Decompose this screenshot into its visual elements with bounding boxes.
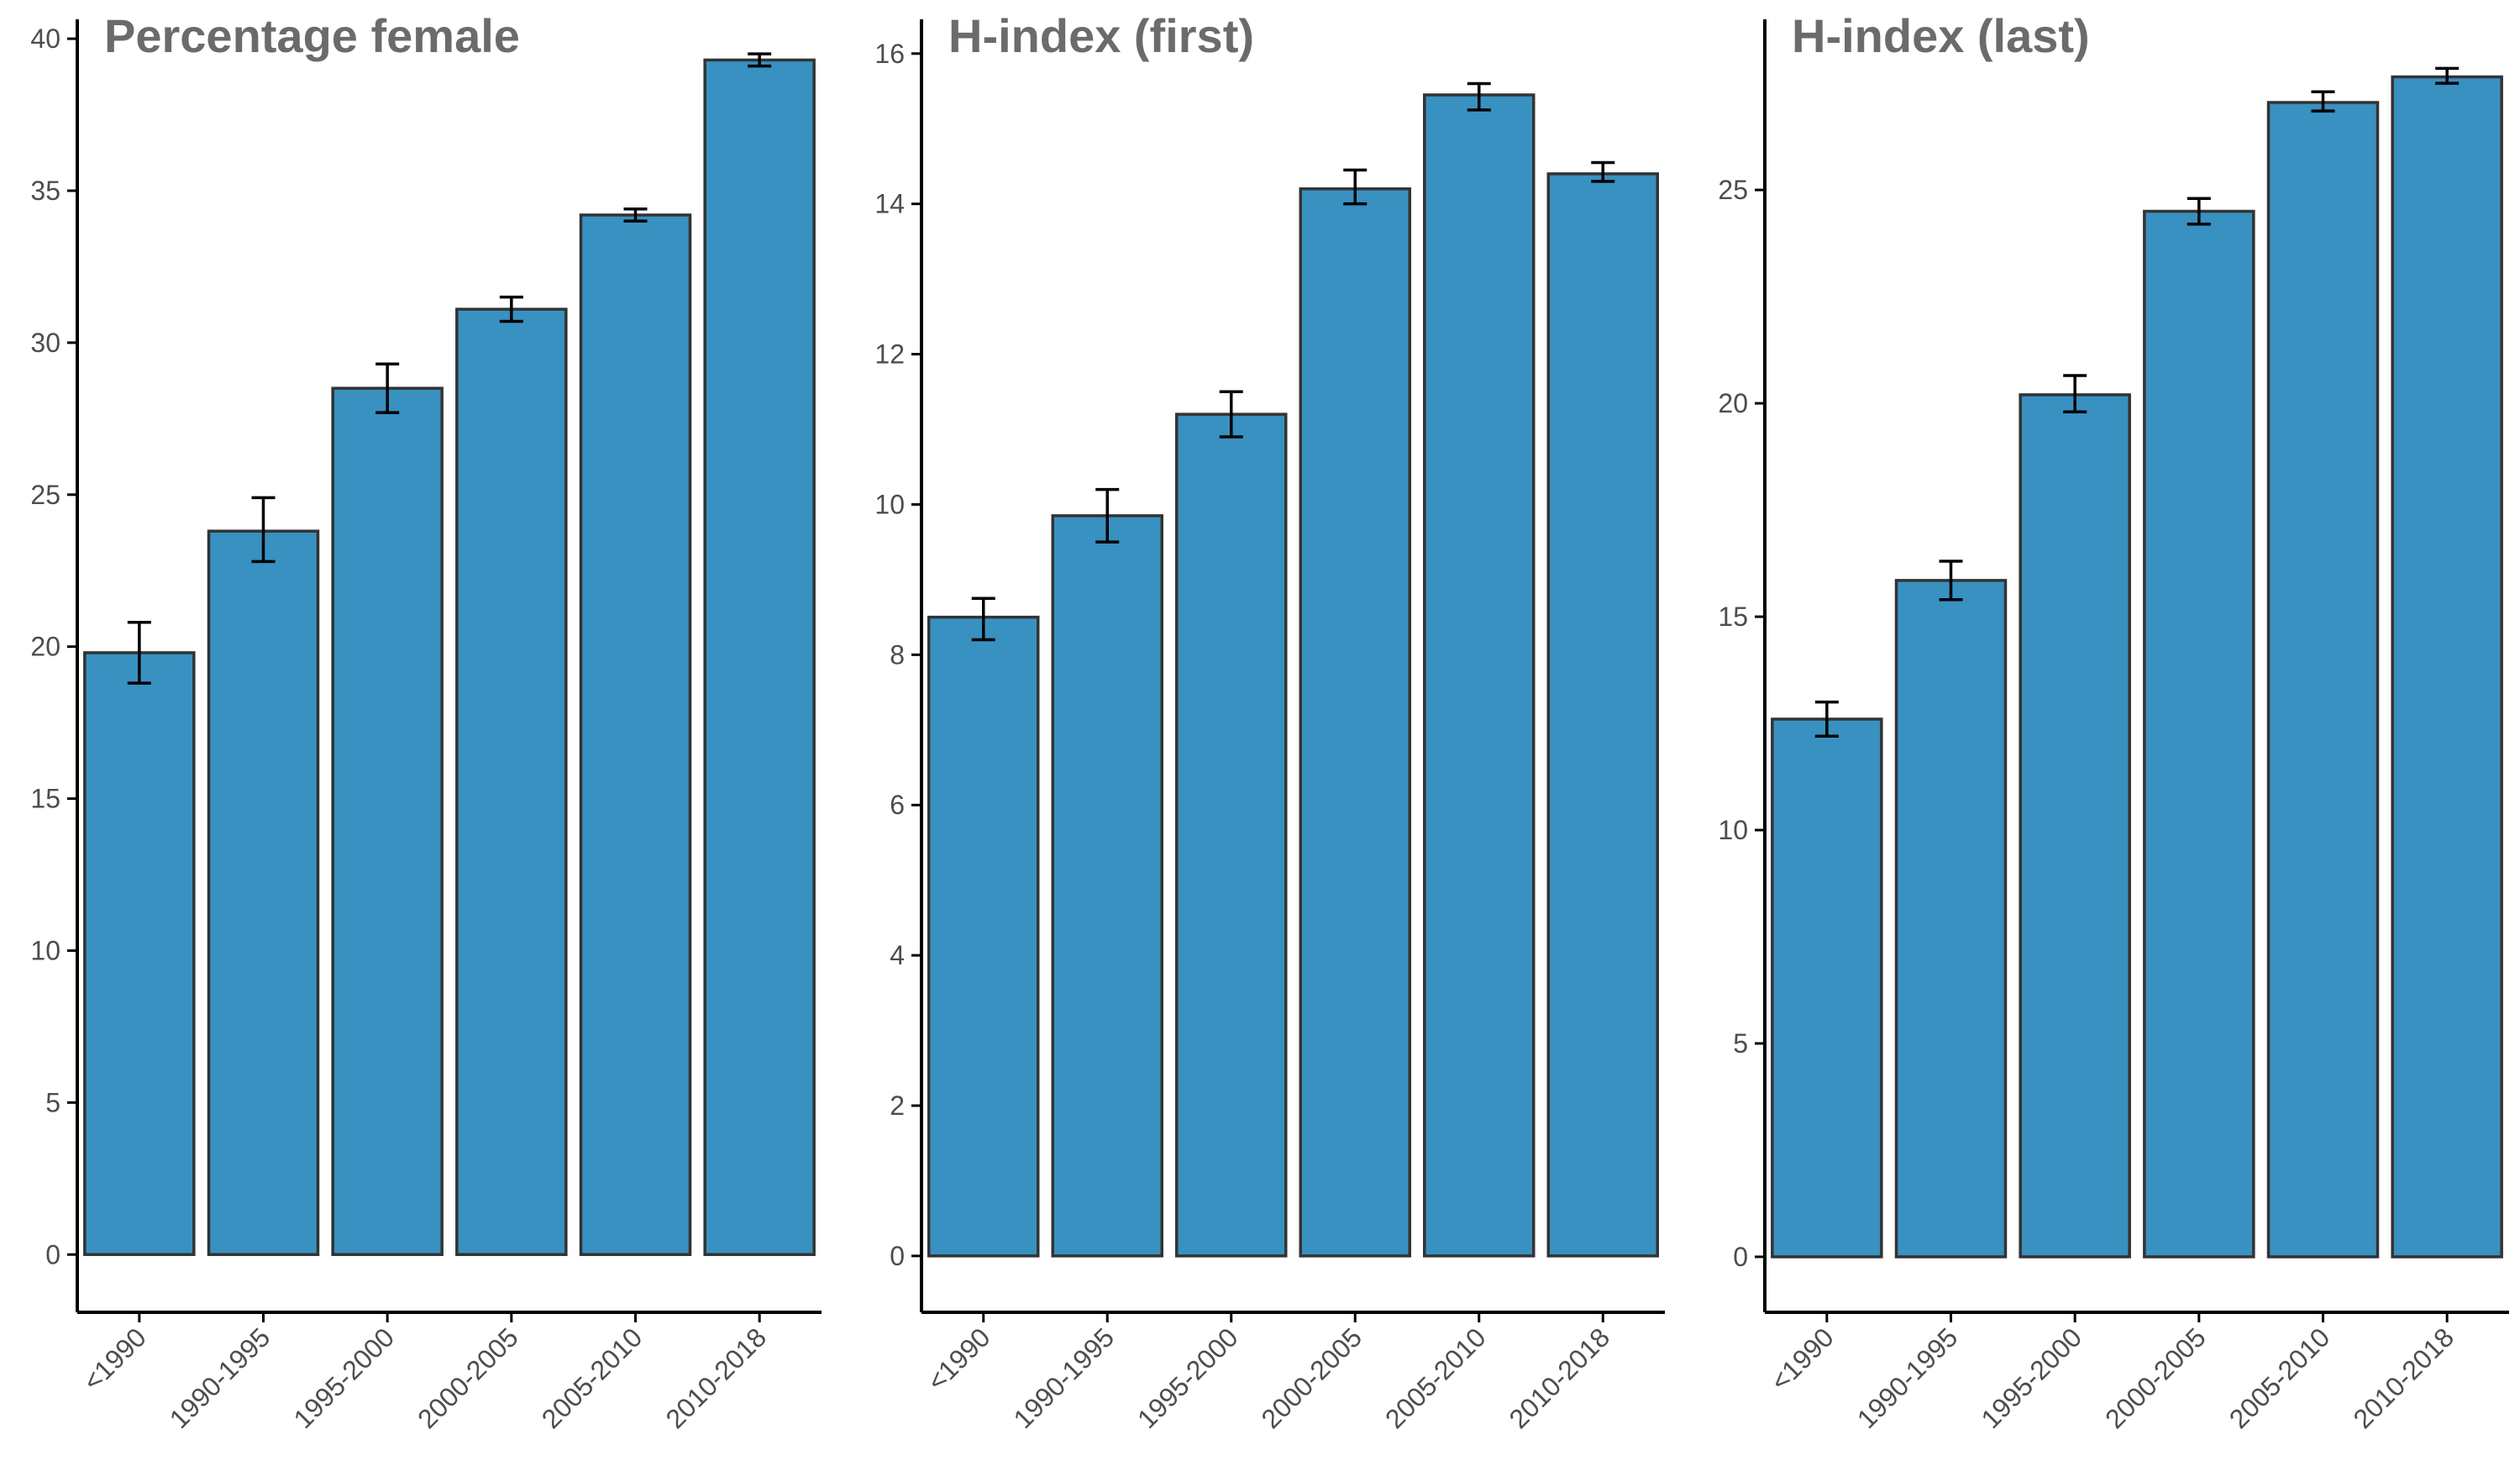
error-bar-1-5 [623, 207, 648, 223]
bar-3-1 [1771, 717, 1883, 1259]
x-tick-label-3-6: 2010-2018 [2347, 1322, 2460, 1434]
y-tick-label-1-3: 10 [30, 935, 60, 965]
bar-2-1 [927, 615, 1040, 1258]
x-tick-label-1-4: 2000-2005 [412, 1322, 524, 1434]
y-tick-label-2-2: 2 [890, 1090, 905, 1121]
x-tick-label-2-1: <1990 [921, 1322, 996, 1396]
error-bar-3-5 [2311, 90, 2335, 113]
error-bar-1-6 [748, 52, 772, 68]
bar-3-3 [2019, 393, 2131, 1259]
bar-1-6 [703, 58, 816, 1257]
x-tick-label-1-6: 2010-2018 [659, 1322, 772, 1434]
y-tick-label-3-6: 25 [1718, 175, 1748, 205]
y-tick-label-3-2: 5 [1733, 1028, 1748, 1059]
y-tick-label-1-7: 30 [30, 328, 60, 358]
x-tick-label-3-1: <1990 [1765, 1322, 1840, 1396]
error-bar-3-2 [1939, 560, 1963, 602]
y-tick-label-1-6: 25 [30, 480, 60, 510]
error-bar-2-4 [1343, 168, 1368, 206]
error-bar-1-1 [127, 620, 151, 685]
panel-title-1: Percentage female [104, 9, 520, 62]
bar-3-4 [2143, 209, 2255, 1259]
x-tick-label-1-3: 1995-2000 [287, 1322, 400, 1434]
error-bar-2-2 [1095, 487, 1120, 544]
bar-2-3 [1175, 413, 1288, 1258]
bar-2-4 [1299, 187, 1411, 1258]
bar-1-5 [579, 213, 692, 1257]
panel-2: 0 2 4 6 8 10 12 14 16 <1990 1990-1995 1995-2000 2000… [874, 9, 1665, 1434]
bar-3-5 [2266, 101, 2380, 1259]
bar-1-3 [331, 386, 444, 1257]
y-tick-label-3-4: 15 [1718, 602, 1748, 632]
y-tick-label-2-3: 4 [890, 940, 905, 970]
error-bar-1-3 [375, 362, 400, 414]
bar-2-5 [1423, 93, 1536, 1258]
bar-3-6 [2391, 75, 2503, 1259]
bar-3-2 [1894, 579, 2008, 1259]
x-tick-label-1-1: <1990 [77, 1322, 152, 1396]
x-tick-label-3-4: 2000-2005 [2099, 1322, 2212, 1434]
bar-1-4 [455, 307, 568, 1257]
y-tick-label-2-6: 10 [874, 489, 905, 519]
x-tick-label-3-5: 2005-2010 [2223, 1322, 2336, 1434]
bar-2-2 [1051, 514, 1163, 1258]
error-bar-3-1 [1814, 700, 1839, 738]
y-tick-label-3-5: 20 [1718, 388, 1748, 418]
x-tick-label-2-2: 1990-1995 [1008, 1322, 1121, 1434]
panel-title-2: H-index (first) [948, 9, 1254, 62]
y-tick-label-2-5: 8 [890, 639, 905, 670]
y-tick-label-2-7: 12 [874, 339, 905, 370]
error-bar-2-3 [1219, 390, 1243, 439]
y-tick-label-2-1: 0 [890, 1241, 905, 1271]
y-tick-label-1-2: 5 [45, 1087, 60, 1117]
x-tick-label-2-6: 2010-2018 [1504, 1322, 1616, 1434]
x-tick-label-2-3: 1995-2000 [1131, 1322, 1244, 1434]
x-tick-label-3-2: 1990-1995 [1851, 1322, 1964, 1434]
error-bar-1-4 [499, 295, 523, 323]
panel-3: 0 5 10 15 20 25 <1990 1990-1995 1995-2000 2000-20… [1718, 9, 2509, 1434]
error-bar-2-5 [1467, 81, 1491, 112]
bar-1-1 [83, 651, 196, 1257]
y-tick-label-2-9: 16 [874, 39, 905, 69]
y-tick-label-2-8: 14 [874, 189, 905, 219]
y-tick-label-1-4: 15 [30, 784, 60, 814]
error-bar-2-6 [1591, 160, 1615, 183]
x-tick-label-1-5: 2005-2010 [536, 1322, 648, 1434]
error-bar-1-2 [251, 496, 276, 564]
y-tick-label-1-8: 35 [30, 176, 60, 206]
error-bar-3-3 [2063, 374, 2087, 413]
error-bar-2-1 [971, 596, 995, 642]
y-tick-label-3-3: 10 [1718, 815, 1748, 845]
x-tick-label-3-3: 1995-2000 [1975, 1322, 2087, 1434]
x-tick-label-2-4: 2000-2005 [1256, 1322, 1368, 1434]
y-tick-label-1-9: 40 [30, 24, 60, 54]
x-tick-label-2-5: 2005-2010 [1379, 1322, 1492, 1434]
y-tick-label-1-1: 0 [45, 1239, 60, 1269]
x-tick-label-1-2: 1990-1995 [164, 1322, 276, 1434]
bar-1-2 [207, 529, 320, 1257]
bar-2-6 [1546, 172, 1659, 1258]
y-tick-label-1-5: 20 [30, 632, 60, 662]
panel-title-3: H-index (last) [1792, 9, 2090, 62]
error-bar-3-6 [2435, 66, 2460, 85]
y-tick-label-2-4: 6 [890, 790, 905, 820]
y-tick-label-3-1: 0 [1733, 1242, 1748, 1272]
error-bar-3-4 [2187, 197, 2211, 226]
